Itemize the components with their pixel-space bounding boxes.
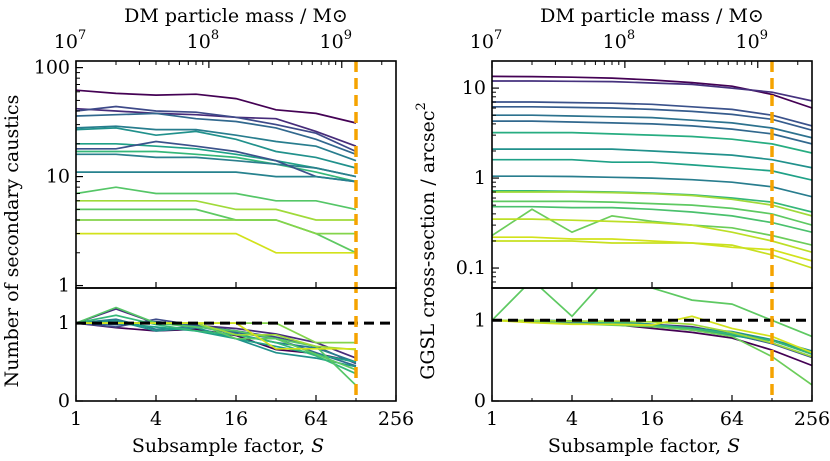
top-tick-label: 109 (736, 28, 768, 53)
x-tick-label: 1 (70, 408, 82, 430)
x-axis-label-var: S (311, 435, 324, 457)
series-line-s3 (76, 105, 357, 153)
ratio-y-tick-label: 0 (58, 390, 70, 412)
x-axis-label: Subsample factor, S (132, 435, 324, 457)
x-tick-label: 256 (378, 408, 414, 430)
series-line-s11 (76, 186, 357, 211)
ratio-line-q9 (492, 319, 812, 386)
ratio-line-q11 (492, 315, 812, 354)
series-line-s12 (76, 171, 357, 183)
ratio-line-r8 (76, 314, 357, 375)
x-tick-label: 1 (486, 408, 498, 430)
x-axis-label-var: S (727, 435, 740, 457)
x-tick-label: 256 (794, 408, 830, 430)
series-line-s5 (76, 125, 357, 162)
top-tick-label: 108 (187, 28, 219, 53)
top-tick-label: 107 (470, 28, 502, 53)
series-line-g16 (492, 218, 812, 254)
top-tick-label: 108 (603, 28, 635, 53)
right-upper-series (492, 75, 812, 269)
top-axis-label: DM particle mass / M⊙ (540, 5, 764, 27)
series-line-g15 (492, 208, 812, 246)
x-tick-label: 4 (150, 408, 162, 430)
x-axis-label: Subsample factor, S (548, 435, 740, 457)
y-tick-label: 1 (58, 275, 70, 297)
upper-axes-frame (491, 60, 813, 289)
y-axis-label: Number of secondary caustics (1, 95, 23, 388)
left-lower-series (76, 306, 357, 387)
top-tick-exp: 7 (494, 28, 502, 43)
y-axis-label: GGSL cross-section / arcsec2 (414, 102, 439, 380)
series-line-s16 (76, 232, 356, 254)
series-line-s1 (76, 89, 357, 124)
series-line-s2 (76, 107, 357, 147)
series-line-g6 (492, 120, 812, 145)
ratio-line-r13 (76, 322, 356, 350)
series-line-g3 (492, 101, 812, 127)
series-line-g7 (492, 131, 812, 154)
top-tick-exp: 9 (760, 28, 768, 43)
x-tick-label: 4 (566, 408, 578, 430)
series-line-s14 (76, 199, 356, 221)
right-lower-series (492, 288, 812, 386)
lower-axes-frame (491, 287, 813, 402)
series-line-g18 (492, 240, 812, 269)
series-line-g12 (492, 191, 812, 217)
series-line-g10 (492, 175, 812, 198)
top-tick-label: 109 (320, 28, 352, 53)
y-tick-label: 10 (46, 166, 70, 188)
series-line-g17 (492, 236, 812, 262)
series-line-g9 (492, 158, 812, 181)
series-line-g14 (492, 205, 812, 234)
x-tick-label: 64 (720, 408, 744, 430)
top-tick-exp: 7 (78, 28, 86, 43)
top-tick-exp: 8 (627, 28, 635, 43)
top-axis-label: DM particle mass / M⊙ (124, 5, 348, 27)
series-line-s9 (76, 153, 357, 178)
ratio-line-q8 (492, 288, 812, 338)
top-tick-label: 107 (54, 28, 86, 53)
ratio-y-tick-label: 0 (474, 390, 486, 412)
left-upper-series (76, 89, 357, 254)
top-tick-exp: 9 (344, 28, 352, 43)
y-tick-label: 1 (474, 167, 486, 189)
series-line-g8 (492, 148, 812, 169)
x-tick-label: 16 (640, 408, 664, 430)
ratio-line-r2 (76, 308, 357, 359)
y-tick-label: 100 (34, 57, 70, 79)
x-tick-label: 16 (224, 408, 248, 430)
y-axis-label-sup: 2 (414, 102, 429, 110)
series-line-s4 (76, 112, 357, 156)
ratio-y-tick-label: 1 (58, 312, 70, 334)
series-line-g2 (492, 80, 812, 102)
y-tick-label: 10 (462, 77, 486, 99)
series-line-s8 (76, 150, 357, 183)
top-tick-exp: 8 (211, 28, 219, 43)
series-line-s13 (76, 208, 357, 254)
ratio-y-tick-label: 1 (474, 309, 486, 331)
series-line-s15 (76, 219, 356, 235)
lower-axes-frame (75, 287, 397, 402)
y-tick-label: 0.1 (456, 257, 486, 279)
series-line-g4 (492, 105, 812, 132)
x-tick-label: 64 (304, 408, 328, 430)
series-line-s6 (76, 127, 357, 169)
series-line-s10 (76, 140, 357, 183)
series-line-g5 (492, 114, 812, 139)
series-line-g13 (492, 200, 812, 226)
